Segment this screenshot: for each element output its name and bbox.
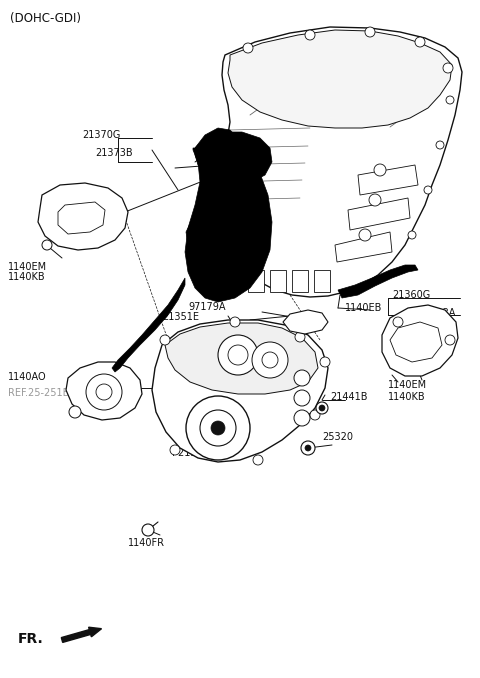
Circle shape — [408, 231, 416, 239]
Polygon shape — [165, 323, 318, 394]
Circle shape — [436, 141, 444, 149]
Text: REF.25-251B: REF.25-251B — [8, 388, 70, 398]
Polygon shape — [382, 305, 458, 376]
Circle shape — [294, 410, 310, 426]
Text: P215AJ: P215AJ — [172, 448, 206, 458]
Text: 1140EM: 1140EM — [8, 262, 47, 272]
Text: 1140FR: 1140FR — [128, 538, 165, 548]
Circle shape — [316, 402, 328, 414]
Text: 21443A: 21443A — [418, 308, 456, 318]
Polygon shape — [348, 198, 410, 230]
Circle shape — [443, 63, 453, 73]
Text: 1140EB: 1140EB — [345, 303, 383, 313]
Circle shape — [186, 396, 250, 460]
Circle shape — [294, 390, 310, 406]
Polygon shape — [338, 265, 418, 298]
Circle shape — [294, 370, 310, 386]
Circle shape — [42, 240, 52, 250]
Circle shape — [230, 317, 240, 327]
Circle shape — [446, 96, 454, 104]
Circle shape — [369, 194, 381, 206]
Polygon shape — [228, 30, 452, 128]
Circle shape — [262, 352, 278, 368]
Text: 21351E: 21351E — [162, 312, 199, 322]
Circle shape — [86, 374, 122, 410]
Circle shape — [142, 524, 154, 536]
Circle shape — [218, 335, 258, 375]
Circle shape — [365, 27, 375, 37]
Polygon shape — [358, 165, 418, 195]
Text: 21370G: 21370G — [82, 130, 120, 140]
Text: (DOHC-GDI): (DOHC-GDI) — [10, 12, 81, 25]
Polygon shape — [283, 310, 328, 334]
Polygon shape — [152, 320, 328, 462]
Text: 21373B: 21373B — [95, 148, 132, 158]
Circle shape — [310, 410, 320, 420]
Polygon shape — [195, 132, 272, 185]
FancyArrow shape — [61, 627, 102, 642]
Circle shape — [96, 384, 112, 400]
Circle shape — [320, 357, 330, 367]
Circle shape — [305, 30, 315, 40]
Polygon shape — [38, 183, 128, 250]
Circle shape — [319, 405, 325, 411]
Circle shape — [305, 445, 311, 451]
Text: 1140KB: 1140KB — [388, 392, 426, 402]
Circle shape — [228, 345, 248, 365]
Circle shape — [301, 441, 315, 455]
Circle shape — [415, 37, 425, 47]
Polygon shape — [186, 208, 252, 278]
FancyBboxPatch shape — [314, 270, 330, 292]
Circle shape — [424, 186, 432, 194]
Polygon shape — [335, 232, 392, 262]
Text: FR.: FR. — [18, 632, 44, 646]
Polygon shape — [58, 202, 105, 234]
Polygon shape — [390, 322, 442, 362]
Circle shape — [359, 229, 371, 241]
Circle shape — [69, 406, 81, 418]
Circle shape — [252, 342, 288, 378]
Circle shape — [243, 43, 253, 53]
Text: 97179A: 97179A — [188, 302, 226, 312]
Polygon shape — [66, 362, 142, 420]
Circle shape — [200, 410, 236, 446]
Polygon shape — [185, 128, 272, 302]
Text: 21360G: 21360G — [392, 290, 430, 300]
Circle shape — [160, 335, 170, 345]
FancyBboxPatch shape — [270, 270, 286, 292]
Circle shape — [393, 317, 403, 327]
Text: 1140KB: 1140KB — [8, 272, 46, 282]
FancyBboxPatch shape — [248, 270, 264, 292]
Circle shape — [374, 164, 386, 176]
Polygon shape — [218, 27, 462, 297]
Circle shape — [295, 332, 305, 342]
Polygon shape — [112, 278, 185, 372]
Circle shape — [170, 445, 180, 455]
Circle shape — [253, 455, 263, 465]
Text: 21441B: 21441B — [330, 392, 368, 402]
Text: 1140EM: 1140EM — [388, 380, 427, 390]
Text: 1140AO: 1140AO — [8, 372, 47, 382]
Circle shape — [445, 335, 455, 345]
FancyBboxPatch shape — [292, 270, 308, 292]
Circle shape — [211, 421, 225, 435]
Text: 25320: 25320 — [322, 432, 353, 442]
